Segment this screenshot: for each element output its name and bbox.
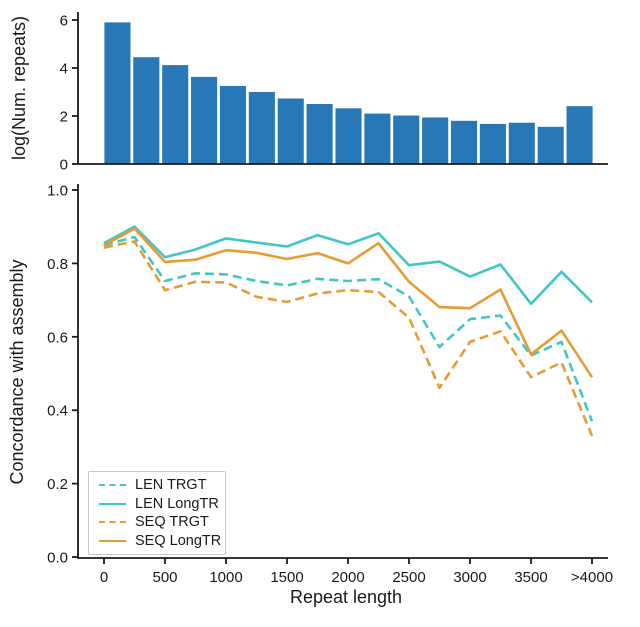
histogram-bar (537, 126, 564, 164)
bottom-y-tick-label: 0.0 (47, 550, 68, 567)
histogram-bar (566, 106, 593, 164)
histogram-bar (479, 123, 506, 164)
legend: LEN TRGT LEN LongTR SEQ TRGT SEQ LongTR (88, 471, 226, 555)
legend-entry-len-longtr: LEN LongTR (99, 495, 219, 513)
legend-swatch-dashed-orange (99, 521, 126, 524)
bottom-y-tick-label: 0.6 (47, 329, 68, 346)
x-tick-label: 3000 (453, 569, 486, 586)
legend-entry-seq-longtr: SEQ LongTR (99, 532, 221, 550)
top-y-tick-label: 0 (60, 157, 68, 174)
x-tick-label: 0 (100, 569, 108, 586)
histogram-bar (133, 57, 160, 165)
x-tick-label: 3500 (514, 569, 547, 586)
bottom-y-tick-label: 1.0 (47, 183, 68, 200)
legend-entry-seq-trgt: SEQ TRGT (99, 513, 217, 531)
legend-entry-len-trgt: LEN TRGT (99, 476, 217, 494)
line-len-longtr (103, 225, 593, 306)
x-tick-label: 500 (152, 569, 177, 586)
histogram-bar (450, 120, 478, 164)
top-y-tick-label: 4 (60, 61, 68, 78)
x-tick-label: 1500 (270, 569, 303, 586)
x-axis-label: Repeat length (290, 587, 402, 607)
histogram-bar (248, 92, 275, 164)
legend-swatch-solid-orange (99, 539, 126, 542)
bottom-y-tick-label: 0.4 (47, 403, 68, 420)
histogram-bar (277, 98, 304, 164)
x-tick-label: 2500 (392, 569, 425, 586)
histogram-bar (393, 115, 420, 164)
line-seq-longtr (103, 227, 594, 378)
bottom-y-axis-label: Concordance with assembly (7, 259, 27, 484)
histogram-bar (508, 122, 535, 164)
bottom-y-tick-label: 0.2 (47, 476, 68, 493)
histogram-bar (335, 108, 362, 164)
legend-label: LEN TRGT (135, 477, 207, 494)
histogram-bar (364, 113, 391, 164)
top-y-tick-label: 2 (60, 109, 68, 126)
histogram-bar (219, 86, 247, 164)
top-y-axis-label: log(Num. repeats) (9, 16, 29, 160)
x-tick-label: 2000 (331, 569, 364, 586)
legend-label: LEN LongTR (135, 495, 219, 512)
line-len-trgt (103, 235, 594, 422)
top-y-tick-label: 6 (60, 13, 68, 30)
histogram-bar (162, 65, 189, 164)
x-tick-label: >4000 (571, 569, 613, 586)
legend-label: SEQ LongTR (135, 532, 222, 549)
legend-swatch-dashed-cyan (99, 484, 126, 487)
histogram-bar (191, 76, 218, 164)
histogram-bar (104, 22, 131, 165)
legend-swatch-solid-cyan (99, 502, 126, 505)
histogram-bar (306, 104, 333, 164)
histogram-bar (422, 117, 449, 164)
bottom-y-tick-label: 0.8 (47, 256, 68, 273)
bottom-axes-spines (77, 184, 608, 559)
legend-label: SEQ TRGT (135, 514, 209, 531)
x-tick-label: 1000 (209, 569, 242, 586)
